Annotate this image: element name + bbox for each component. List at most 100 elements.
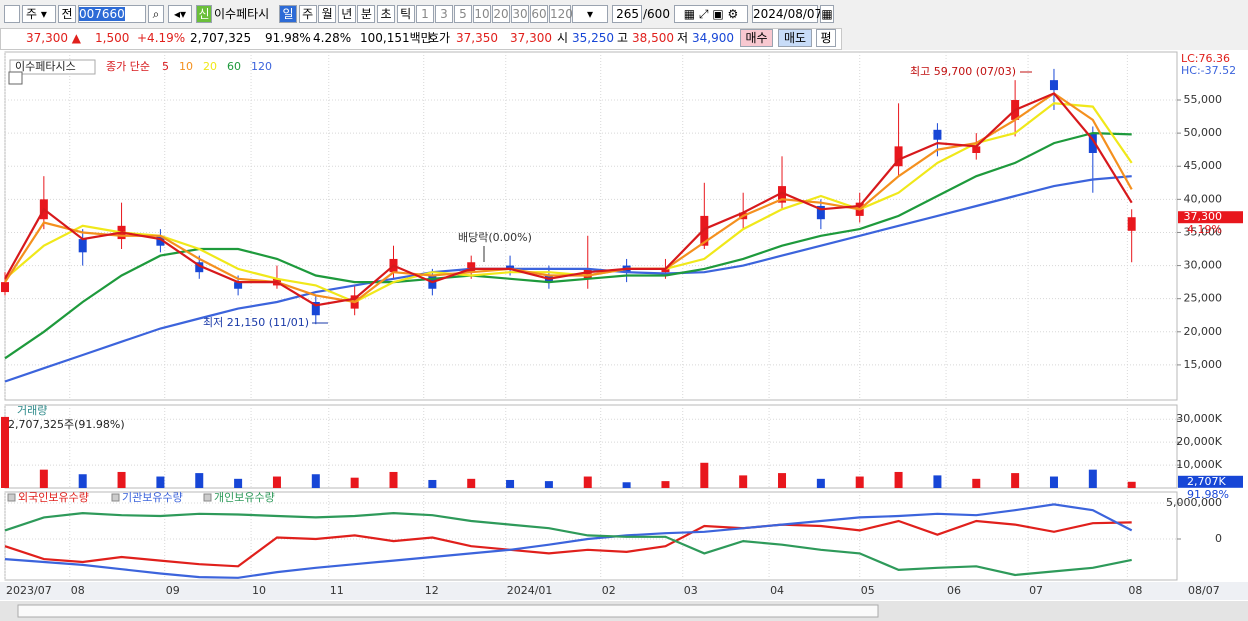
minute-button[interactable]: 120 [549, 5, 573, 23]
interval-button[interactable]: 틱 [396, 5, 415, 23]
volume-bar [816, 478, 825, 488]
count-input[interactable]: 265 [612, 5, 642, 23]
hc-label: HC:-37.52 [1181, 64, 1236, 77]
table-icon[interactable] [8, 71, 23, 85]
change: 1,500 [95, 31, 130, 45]
volume-bar [234, 478, 243, 488]
volume-bar [661, 481, 670, 488]
holding-line [4, 503, 1133, 579]
volume-bar [117, 471, 126, 488]
chart-bg [0, 50, 1248, 601]
sound-button[interactable]: ◂▾ [168, 5, 192, 23]
volume-bar [272, 476, 281, 488]
period-combo[interactable]: 주 ▾ [22, 5, 56, 23]
sell-button[interactable]: 매도 [778, 29, 812, 47]
candle-body [78, 239, 87, 253]
candle-body [972, 146, 981, 153]
volume-bar [933, 475, 942, 488]
moving-average-line [4, 92, 1133, 307]
candle-body [311, 301, 320, 316]
volume-bar [78, 474, 87, 488]
legend-entry: 10 [179, 60, 193, 73]
legend-entry: 외국인보유수량 [18, 491, 89, 504]
interval-button[interactable]: 년 [337, 5, 356, 23]
volume-bar [389, 471, 398, 488]
annotation: 배당락(0.00%) [458, 231, 532, 244]
interval-button[interactable]: 월 [318, 5, 337, 23]
search-button[interactable]: ⌕ [148, 5, 164, 23]
code: 007660 [79, 7, 125, 21]
code-input[interactable]: 007660 [78, 5, 146, 23]
candle-body [195, 262, 204, 273]
minute-button[interactable]: 20 [492, 5, 510, 23]
market-combo[interactable]: 전 [58, 5, 76, 23]
last-price-box [1178, 211, 1243, 224]
empty-combo[interactable]: ▾ [572, 5, 608, 23]
candle-body [661, 268, 670, 273]
y-tick-label: 25,000 [1184, 292, 1223, 305]
change-rate: +4.19% [137, 31, 186, 45]
x-tick-label: 04 [770, 584, 784, 597]
quote-label: 호가 [428, 31, 451, 45]
interval-button[interactable]: 초 [377, 5, 395, 23]
legend-entry: 개인보유수량 [214, 491, 275, 504]
interval-button[interactable]: 주 [298, 5, 317, 23]
y-tick-label: 35,000 [1184, 225, 1223, 238]
last-volume-box [1178, 475, 1243, 488]
holding-line [4, 511, 1132, 577]
date-input[interactable]: 2024/08/07 [752, 5, 822, 23]
avg-button[interactable]: 평 [816, 29, 836, 47]
volume-bar [583, 476, 592, 488]
price: 37,300 ▲ [26, 31, 82, 45]
volume-bar [1, 416, 9, 488]
minute-button[interactable]: 10 [473, 5, 491, 23]
candle-body [1049, 80, 1058, 91]
buy-button[interactable]: 매수 [740, 29, 773, 47]
x-tick-label: 03 [684, 584, 698, 597]
period: 주 [26, 7, 38, 21]
low-label: 저 [677, 31, 689, 45]
menu-icon[interactable] [4, 5, 20, 23]
x-tick-label: 07 [1029, 584, 1043, 597]
interval-button[interactable]: 일 [279, 5, 297, 23]
date: 2024/08/07 [753, 7, 823, 21]
volume-bar [700, 462, 709, 488]
y-tick-label: 50,000 [1184, 126, 1223, 139]
volume-bar [778, 473, 787, 488]
volume-bar [972, 478, 981, 488]
volume-bar [1088, 469, 1097, 488]
x-tick-label: 02 [602, 584, 616, 597]
minute-button[interactable]: 1 [416, 5, 434, 23]
tool-icons[interactable]: ▦ ⤢ ▣ ⚙ [674, 5, 748, 23]
y-tick-label: 30,000K [1176, 412, 1222, 425]
volume-bar [739, 475, 748, 488]
amount: 100,151백만 [360, 31, 432, 45]
y-tick-label: 5,000,000 [1166, 496, 1222, 509]
y-tick-label: 15,000 [1184, 358, 1223, 371]
count-max: /600 [643, 7, 670, 21]
x-tick-label: 08 [71, 584, 85, 597]
volume-bar [1049, 476, 1058, 488]
volume: 2,707,325 [190, 31, 252, 45]
volume-bar [855, 476, 864, 488]
candle-body [816, 205, 825, 220]
minute-button[interactable]: 30 [511, 5, 529, 23]
legend-entry: 120 [251, 60, 272, 73]
minute-button[interactable]: 5 [454, 5, 472, 23]
market: 전 [61, 7, 73, 21]
calendar-button[interactable]: ▦ [820, 5, 834, 23]
volume-bar [39, 469, 48, 488]
legend-entry: 기관보유수량 [122, 491, 183, 504]
moving-average-line [4, 175, 1132, 383]
candle-body [778, 186, 787, 203]
badge: 신 [196, 5, 212, 23]
interval-button[interactable]: 분 [357, 5, 376, 23]
minute-button[interactable]: 3 [435, 5, 453, 23]
scroll-track[interactable] [17, 604, 879, 618]
lc-label: LC:76.36 [1181, 52, 1230, 65]
minute-button[interactable]: 60 [530, 5, 548, 23]
volume-bar [350, 477, 359, 488]
y-tick-label: 10,000K [1176, 458, 1222, 471]
x-tick-label: 05 [861, 584, 875, 597]
volume-ratio: 91.98% [265, 31, 311, 45]
